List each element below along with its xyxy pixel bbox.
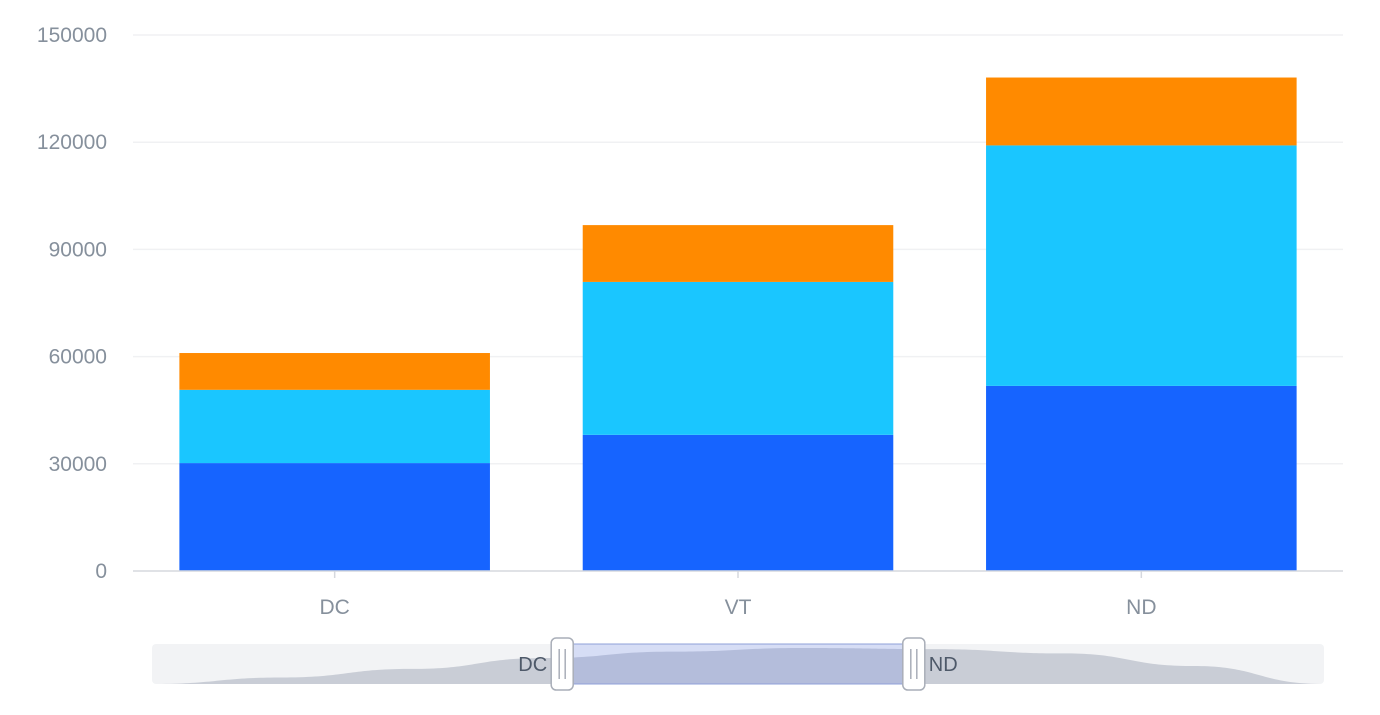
y-tick-label: 120000 (37, 131, 107, 154)
bars (179, 77, 1297, 571)
y-tick-label: 30000 (49, 453, 107, 476)
bar-vt-segment-2 (582, 281, 894, 435)
data-zoom-slider[interactable]: DC ND (152, 637, 1324, 691)
bar-vt-segment-3 (582, 225, 894, 282)
bar-nd-segment-2 (986, 145, 1297, 386)
bar-dc-segment-3 (179, 353, 490, 390)
zoom-end-handle[interactable] (902, 637, 926, 691)
x-tick-label: ND (1126, 596, 1156, 619)
y-tick-label: 150000 (37, 24, 107, 47)
zoom-end-handle-body[interactable] (902, 637, 926, 691)
bar-dc-segment-1 (179, 463, 490, 571)
zoom-start-label: DC (518, 654, 547, 676)
bar-nd-segment-3 (986, 77, 1297, 146)
zoom-start-handle[interactable] (550, 637, 574, 691)
zoom-start-handle-body[interactable] (550, 637, 574, 691)
bar-nd-segment-1 (986, 385, 1297, 571)
bar-dc-segment-2 (179, 389, 490, 464)
x-tick-label: DC (319, 596, 349, 619)
bar-vt-segment-1 (582, 434, 894, 571)
axes: 0 30000 60000 90000 120000 150000 DC VT ND (37, 24, 1343, 619)
y-tick-label: 60000 (49, 346, 107, 369)
zoom-end-label: ND (929, 654, 958, 676)
zoom-selected-area (562, 648, 914, 684)
y-tick-label: 90000 (49, 238, 107, 261)
x-tick-label: VT (725, 596, 752, 619)
y-tick-label: 0 (95, 560, 107, 583)
